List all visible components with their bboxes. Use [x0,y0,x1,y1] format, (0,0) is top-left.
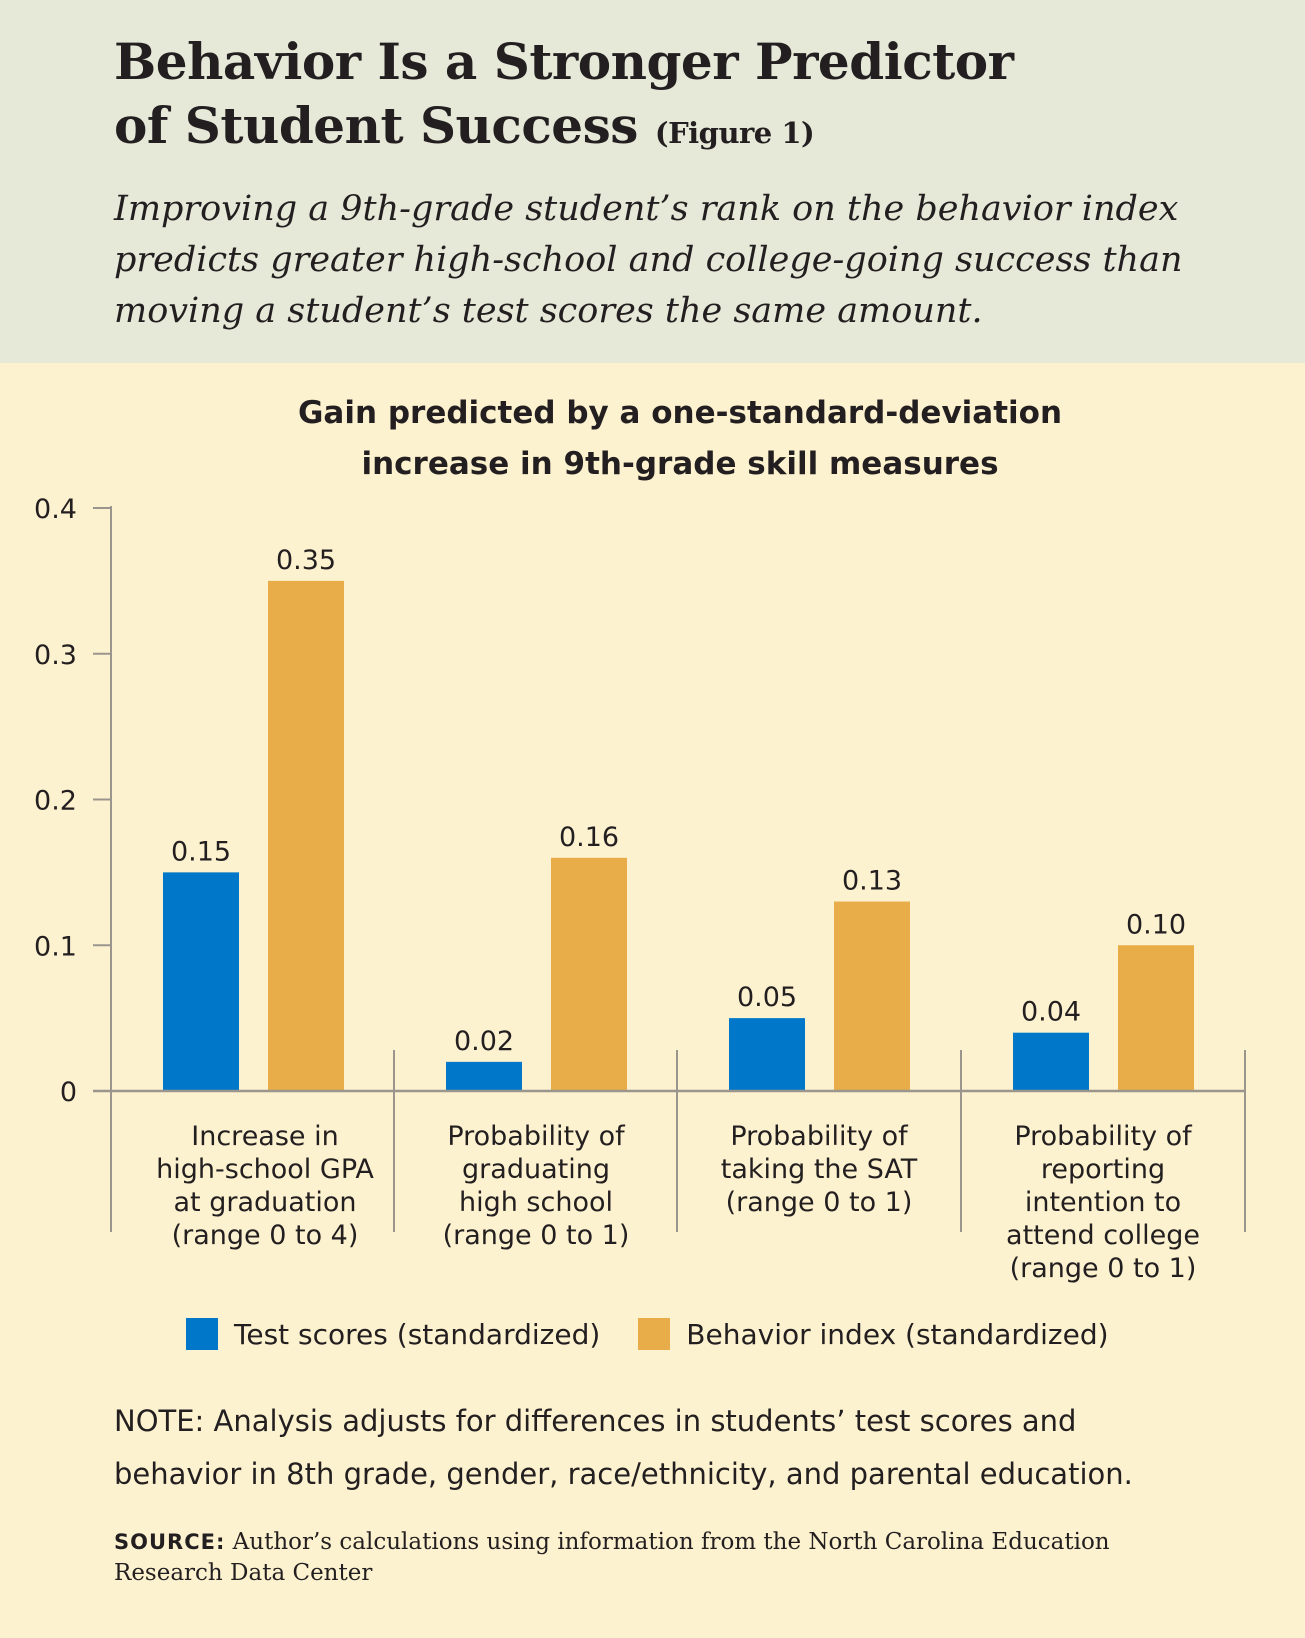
x-category-label: Probability of [730,1121,909,1152]
note-line-2: behavior in 8th grade, gender, race/ethn… [114,1457,1133,1491]
bar [268,580,344,1091]
bar [551,857,627,1091]
subtitle-line-1: Improving a 9th-grade student’s rank on … [114,189,1179,229]
x-category-label: (range 0 to 1) [1010,1253,1197,1284]
x-category-label: (range 0 to 1) [443,1220,630,1251]
source-text-line-1: Author’s calculations using information … [232,1529,1110,1555]
x-category-label: Probability of [447,1121,626,1152]
note: NOTE: Analysis adjusts for differences i… [114,1395,1284,1501]
chart-title-line-2: increase in 9th-grade skill measures [361,446,999,482]
x-category-label: graduating [462,1154,610,1185]
figure-subtitle: Improving a 9th-grade student’s rank on … [114,184,1234,337]
legend-swatch-test-scores [186,1318,218,1350]
bar-value-label: 0.35 [276,545,336,576]
bar-chart: 0 0.1 0.2 0.3 0.4 0.15 0.35 Increase inhigh-sch… [34,494,1246,1284]
y-tick-label: 0 [60,1077,77,1108]
y-tick-label: 0.3 [34,640,77,671]
legend-item-test-scores: Test scores (standardized) [186,1318,600,1351]
subtitle-line-2: predicts greater high-school and college… [114,240,1183,280]
bar-value-label: 0.04 [1021,997,1081,1028]
bar-value-label: 0.15 [171,836,231,867]
legend-item-behavior-index: Behavior index (standardized) [638,1317,1109,1351]
bar [446,1061,522,1091]
bar [1118,945,1194,1091]
y-tick-label: 0.1 [34,931,77,962]
source-text-line-2: Research Data Center [114,1560,373,1586]
legend-label-behavior-index: Behavior index (standardized) [686,1317,1109,1351]
bar [1013,1032,1089,1091]
source-label: SOURCE: [114,1530,226,1554]
x-category-label: at graduation [173,1187,356,1218]
bar-value-label: 0.10 [1126,909,1186,940]
x-category-label: Increase in [191,1121,338,1152]
x-category-label: taking the SAT [721,1154,918,1185]
figure-title: Behavior Is a Stronger Predictor of Stud… [114,30,1264,165]
y-tick-label: 0.4 [34,494,77,525]
figure-label: (Figure 1) [654,116,815,150]
y-tick-label: 0.2 [34,786,77,817]
chart-title: Gain predicted by a one-standard-deviati… [230,388,1130,490]
title-line-1: Behavior Is a Stronger Predictor [114,32,1014,91]
bar-value-label: 0.02 [454,1026,514,1057]
source: SOURCE: Author’s calculations using info… [114,1527,1264,1589]
title-line-2: of Student Success [114,96,638,155]
legend-label-test-scores: Test scores (standardized) [234,1317,601,1351]
chart-legend: Test scores (standardized) Behavior inde… [186,1312,1147,1356]
bar-value-label: 0.16 [559,822,619,853]
bar-value-label: 0.05 [737,982,797,1013]
x-category-label: reporting [1041,1154,1165,1185]
bar [729,1018,805,1091]
x-category-label: Probability of [1014,1121,1193,1152]
x-category-label: attend college [1006,1220,1200,1251]
header-panel: Behavior Is a Stronger Predictor of Stud… [0,0,1305,363]
legend-swatch-behavior-index [638,1318,671,1350]
bar-value-label: 0.13 [842,866,902,897]
subtitle-line-3: moving a student’s test scores the same … [114,291,983,331]
x-category-label: high-school GPA [156,1154,374,1185]
bar [163,872,239,1091]
x-category-label: (range 0 to 1) [726,1187,913,1218]
x-category-label: (range 0 to 4) [172,1220,359,1251]
note-line-1: NOTE: Analysis adjusts for differences i… [114,1404,1077,1438]
bar [834,901,910,1091]
x-category-label: high school [459,1187,613,1218]
chart-title-line-1: Gain predicted by a one-standard-deviati… [297,395,1063,431]
x-category-label: intention to [1025,1187,1181,1218]
